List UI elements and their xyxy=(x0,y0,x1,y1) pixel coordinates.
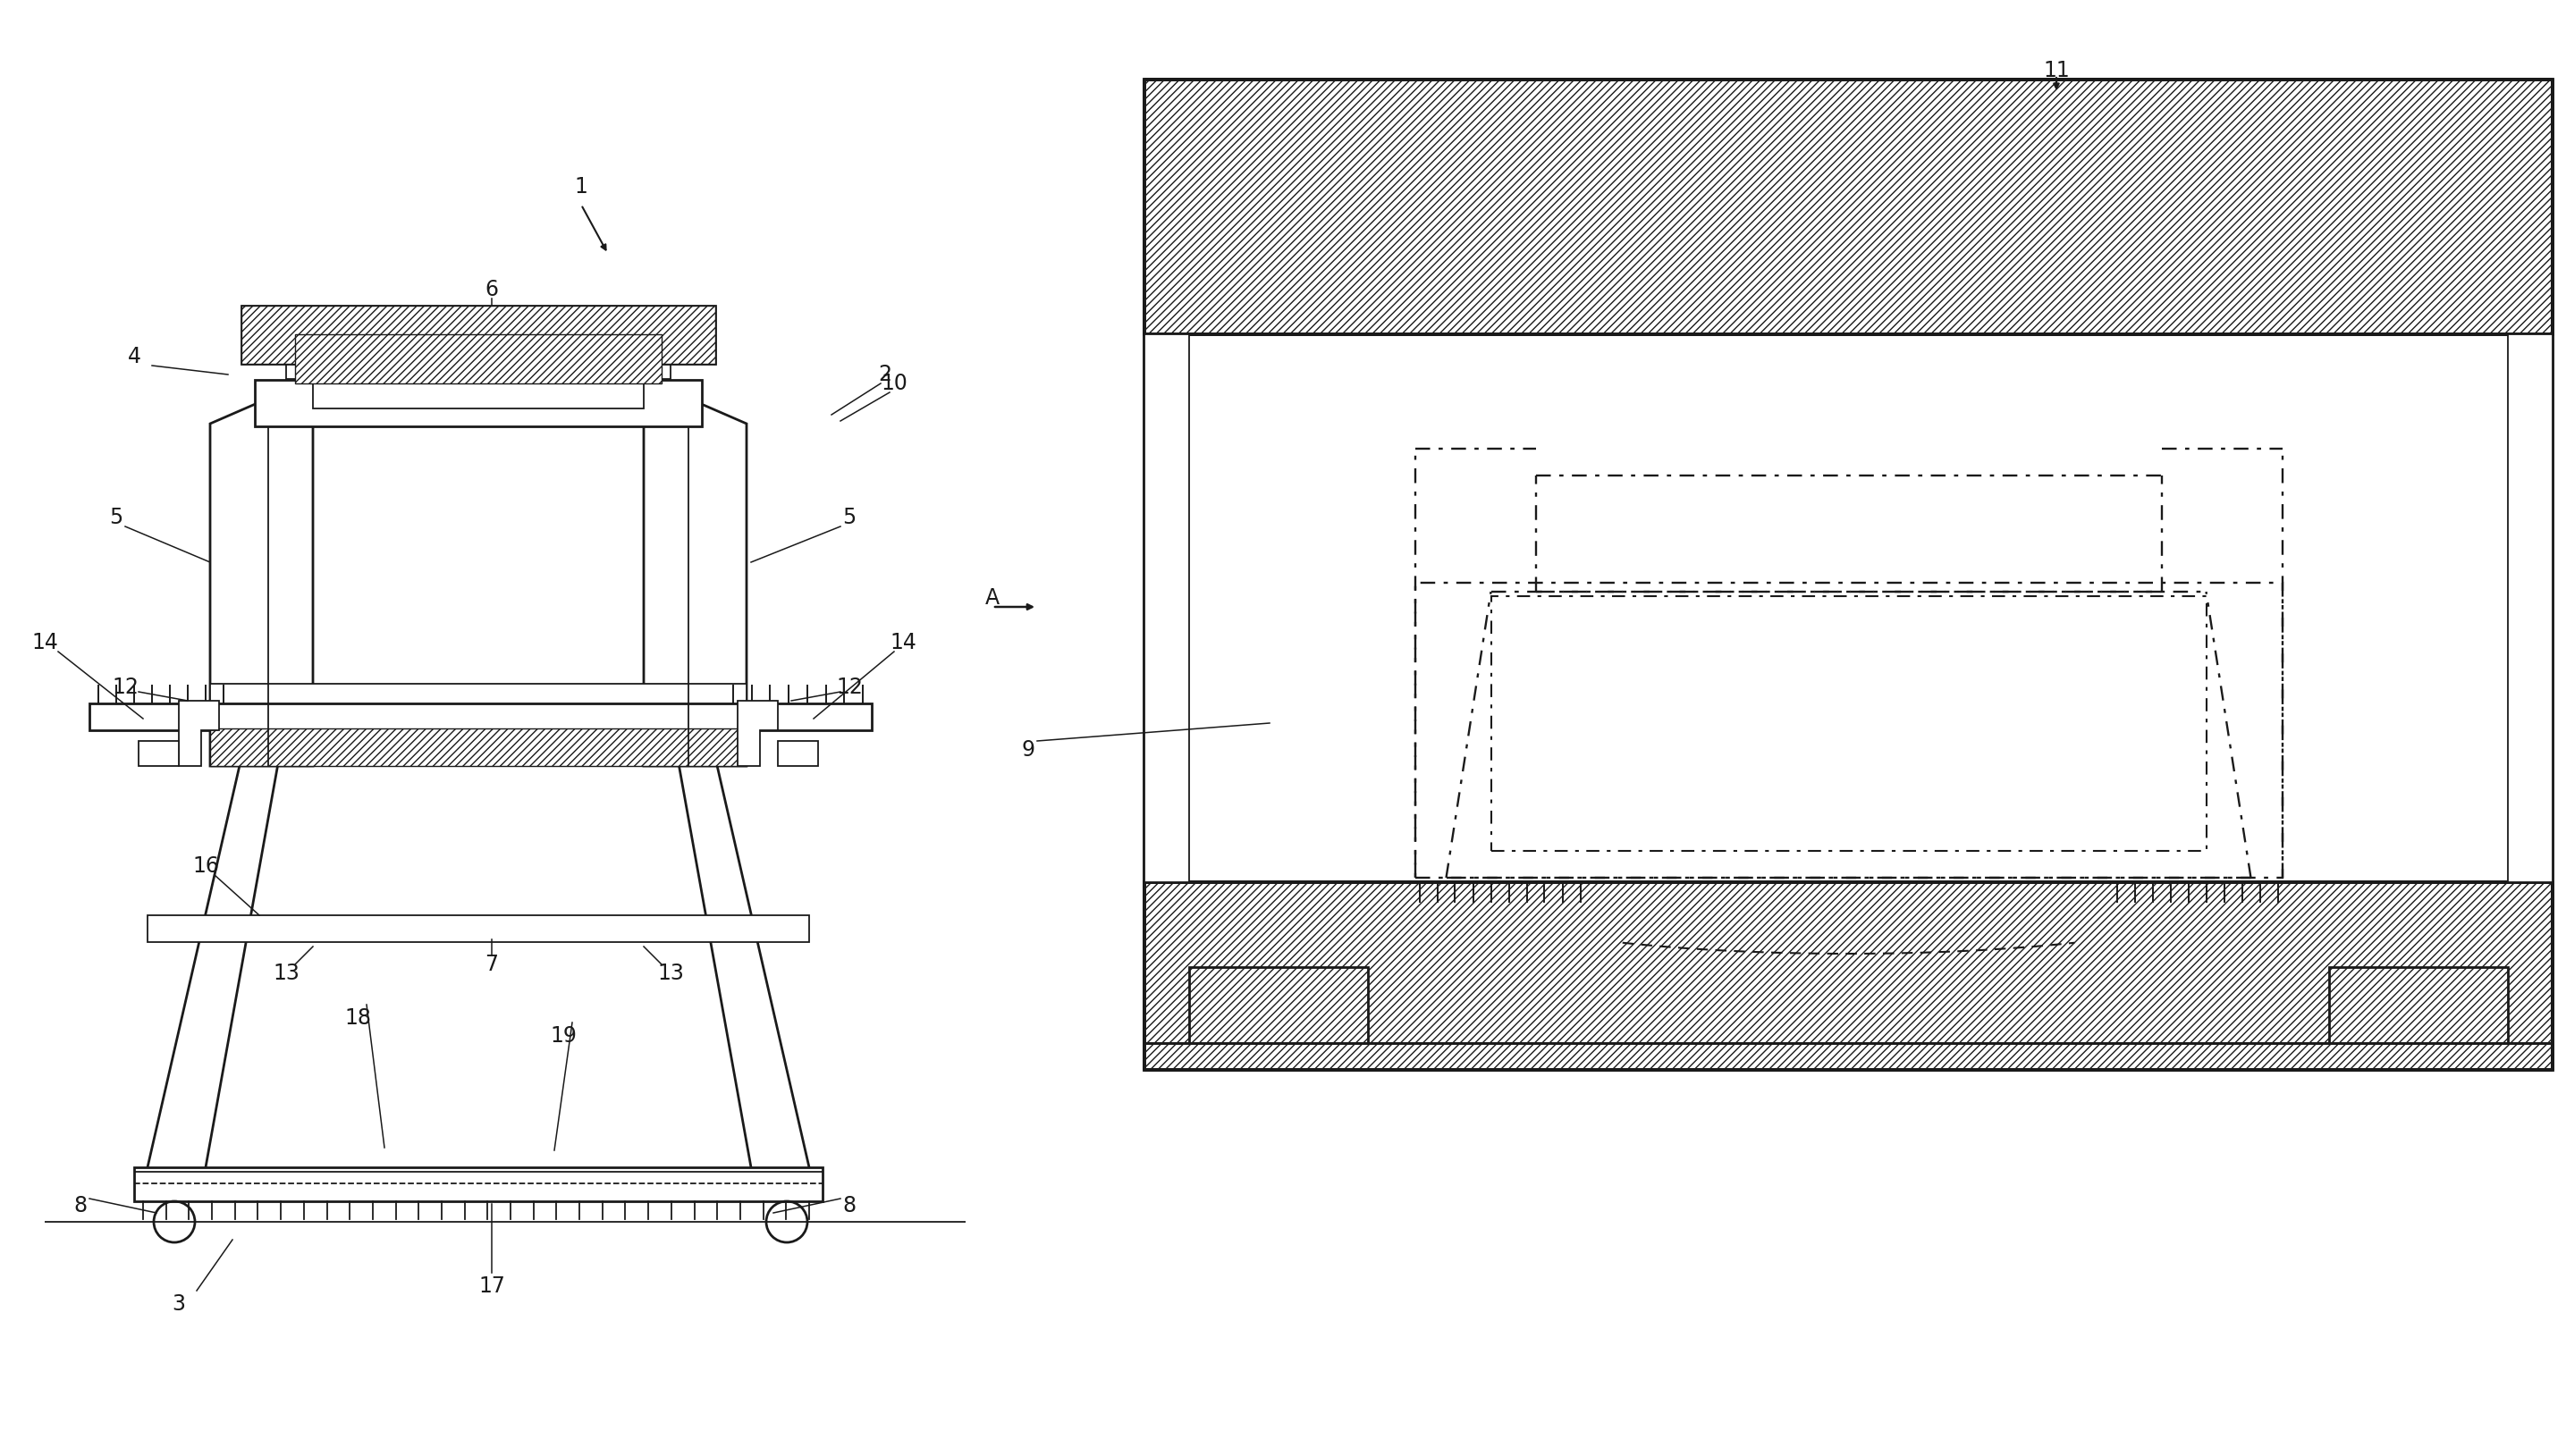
Bar xyxy=(1491,596,2207,850)
Polygon shape xyxy=(644,379,747,766)
Bar xyxy=(1144,882,2553,1070)
Bar xyxy=(2330,967,2507,1042)
Text: 11: 11 xyxy=(2043,60,2071,82)
Bar xyxy=(313,383,644,409)
Bar xyxy=(1188,967,1368,1042)
Text: 4: 4 xyxy=(128,347,141,367)
Text: 19: 19 xyxy=(549,1025,577,1047)
Polygon shape xyxy=(180,700,218,766)
Text: 9: 9 xyxy=(1021,740,1034,760)
Text: 5: 5 xyxy=(842,507,857,529)
Bar xyxy=(1144,335,2553,882)
Bar xyxy=(1144,335,1188,882)
Text: 16: 16 xyxy=(192,855,218,877)
Text: 1: 1 xyxy=(575,176,588,198)
Text: 6: 6 xyxy=(485,280,498,300)
Bar xyxy=(241,306,716,364)
Bar xyxy=(210,684,747,703)
Bar xyxy=(1144,882,2553,1070)
Bar xyxy=(90,703,872,731)
Text: 12: 12 xyxy=(837,677,862,697)
Text: 8: 8 xyxy=(74,1195,87,1216)
Bar xyxy=(133,1168,824,1201)
Polygon shape xyxy=(777,741,819,766)
Bar xyxy=(1144,80,2553,335)
Polygon shape xyxy=(736,700,777,766)
Polygon shape xyxy=(139,741,180,766)
Bar xyxy=(295,335,662,383)
Text: 14: 14 xyxy=(890,632,916,654)
Bar xyxy=(1144,80,2553,335)
Text: 10: 10 xyxy=(880,373,908,395)
Text: 14: 14 xyxy=(31,632,59,654)
Bar xyxy=(241,306,716,364)
Bar xyxy=(2330,967,2507,1042)
Bar xyxy=(285,363,670,379)
Text: 5: 5 xyxy=(110,507,123,529)
Text: 3: 3 xyxy=(172,1293,185,1315)
Text: 12: 12 xyxy=(113,677,139,697)
Text: 17: 17 xyxy=(477,1275,506,1297)
Polygon shape xyxy=(210,379,313,766)
Text: A: A xyxy=(985,587,1001,609)
Bar xyxy=(210,728,747,766)
Bar xyxy=(254,380,703,427)
Text: 2: 2 xyxy=(878,364,893,386)
Text: 13: 13 xyxy=(272,962,300,984)
Text: 13: 13 xyxy=(657,962,685,984)
Text: 8: 8 xyxy=(842,1195,857,1216)
Text: 18: 18 xyxy=(344,1008,372,1029)
Bar xyxy=(1188,967,1368,1042)
Bar xyxy=(1414,582,2281,878)
Bar xyxy=(2507,335,2553,882)
Bar xyxy=(146,916,808,942)
Text: 7: 7 xyxy=(485,954,498,976)
